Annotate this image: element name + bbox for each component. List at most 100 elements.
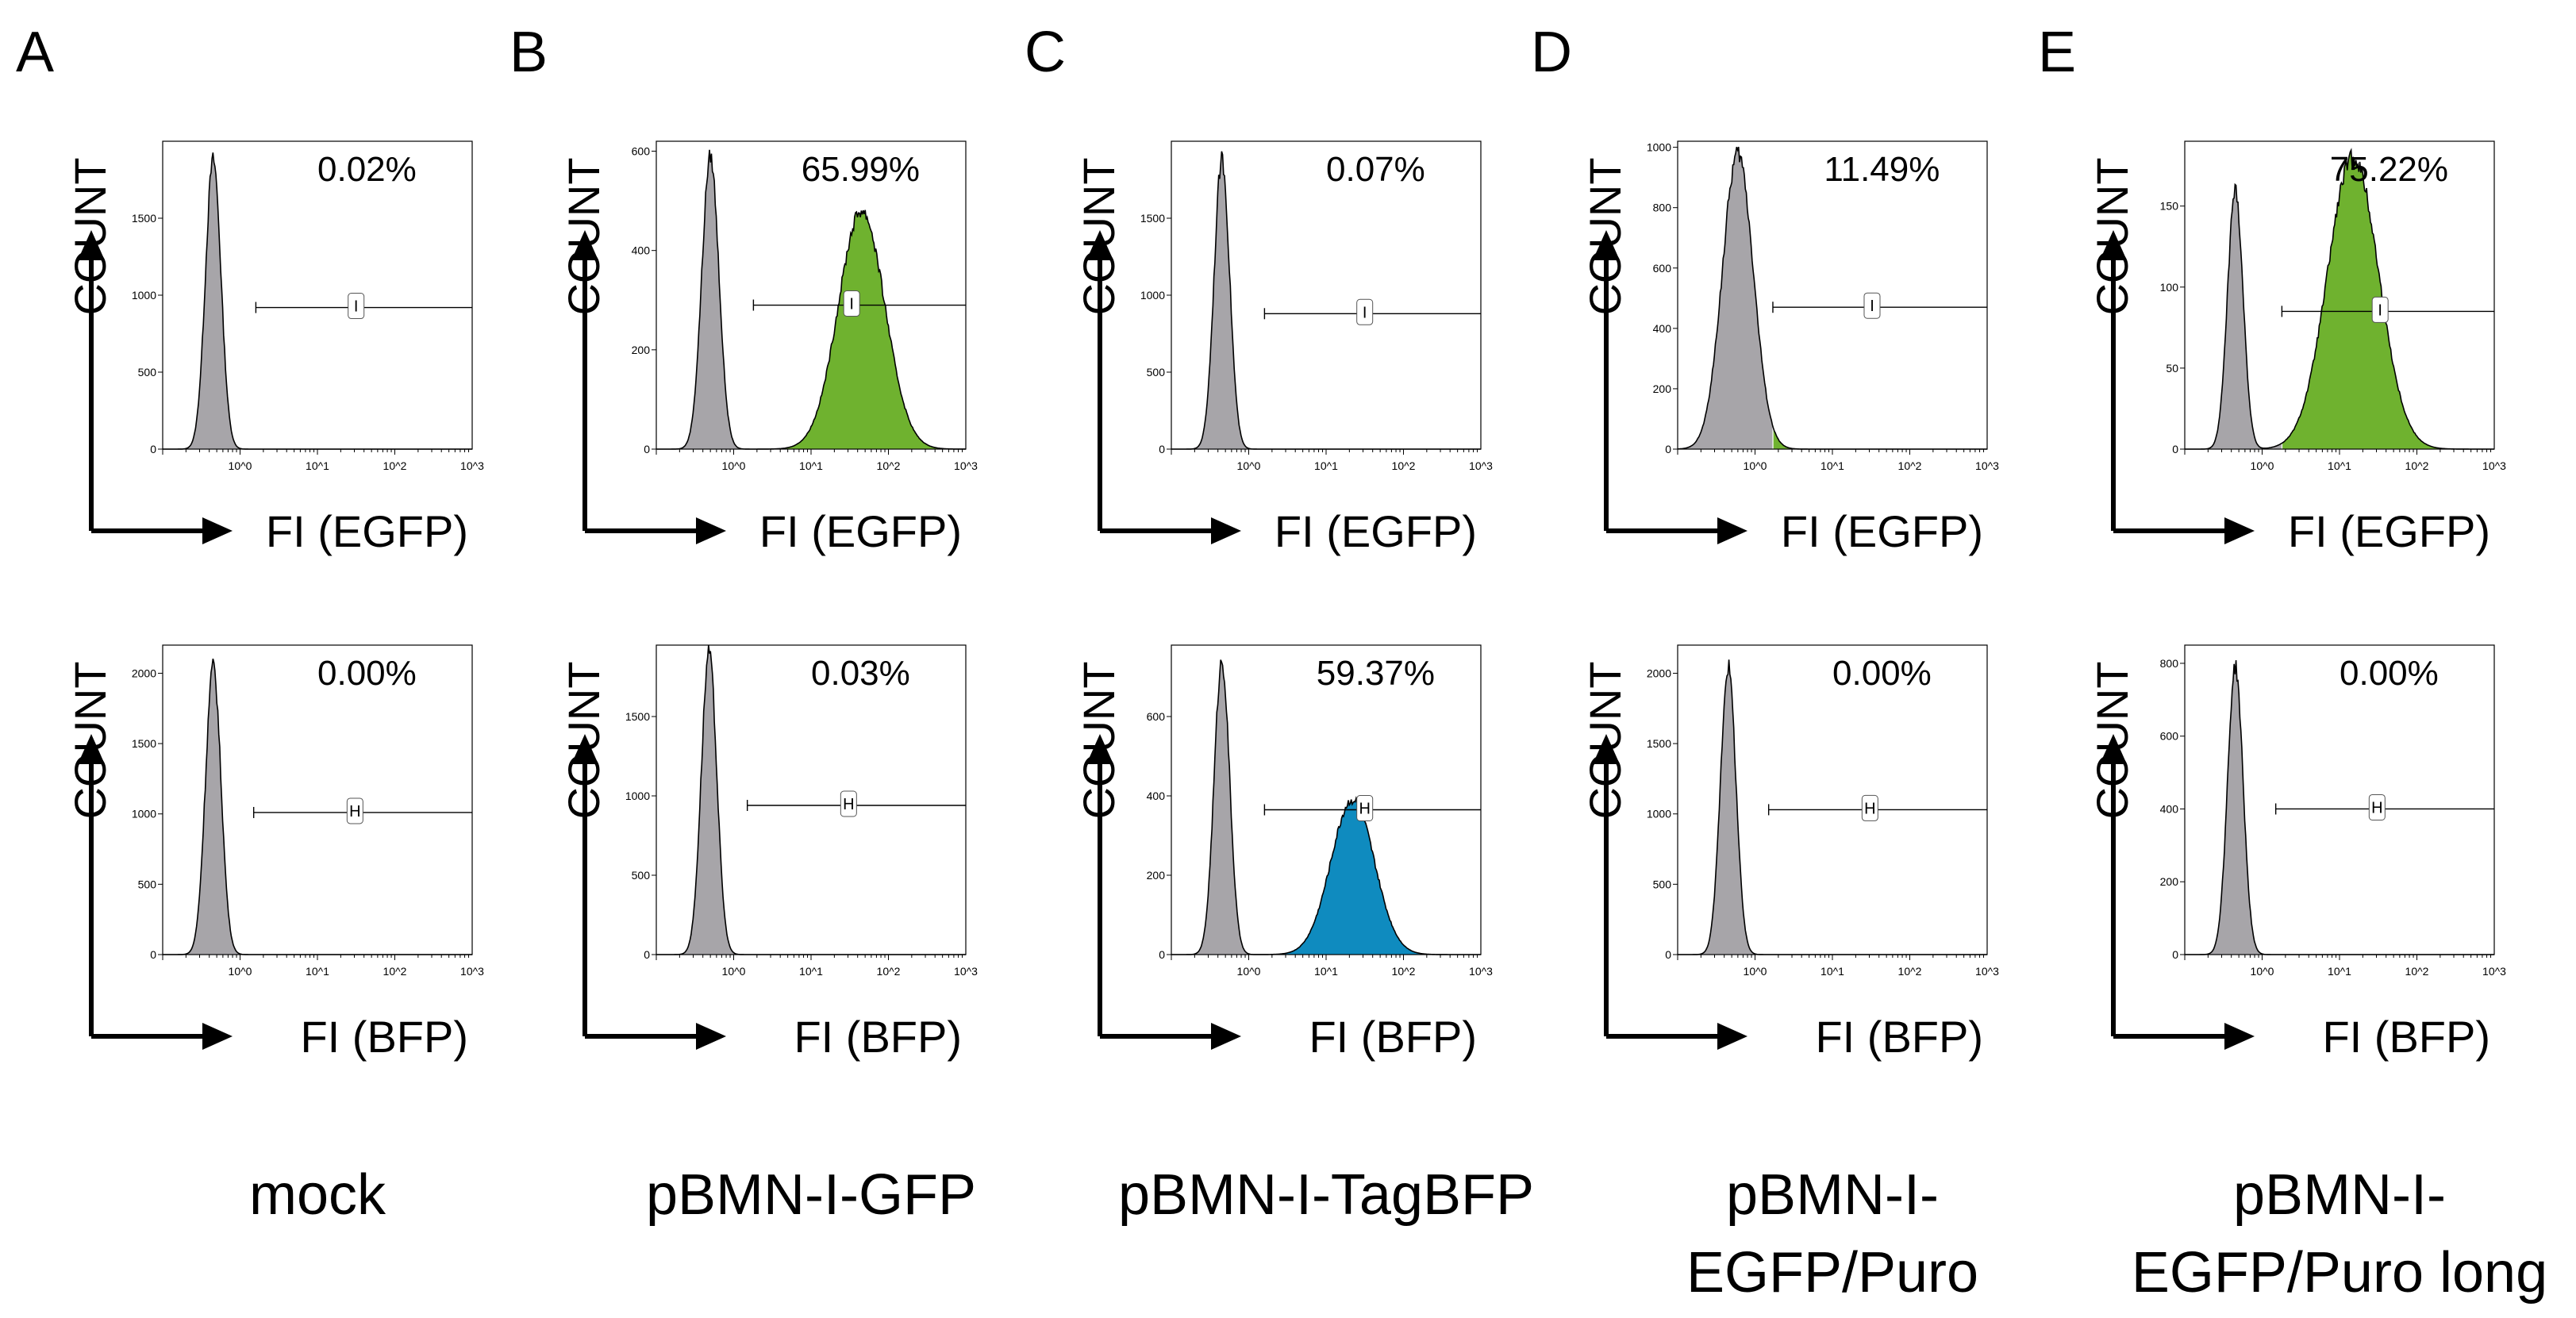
y-axis-arrowhead <box>2100 734 2127 764</box>
y-tick-label: 500 <box>138 366 157 378</box>
x-axis-arrowhead <box>696 517 726 544</box>
gate-label: I <box>354 298 359 316</box>
x-tick-label: 10^2 <box>1898 965 1922 978</box>
y-tick-label: 0 <box>150 443 156 455</box>
x-axis-arrowhead <box>1211 1023 1241 1050</box>
x-axis-label: FI (BFP) <box>2322 1012 2490 1062</box>
histogram-plot: 0 500 1000 1500 10^0 10^1 10^2 10^3 I 0.02% COUNT F… <box>65 140 484 556</box>
y-tick-label: 400 <box>632 244 651 257</box>
gate-label-box <box>2371 296 2389 323</box>
gate-label: I <box>1870 298 1874 315</box>
y-tick-label: 0 <box>150 948 156 961</box>
x-tick-label: 10^3 <box>1469 965 1493 978</box>
y-tick-label: 1000 <box>625 790 650 802</box>
y-tick-label: 800 <box>1653 202 1672 214</box>
x-tick-label: 10^3 <box>954 965 978 978</box>
gate-label: H <box>1359 801 1370 818</box>
panel-caption: pBMN-I- <box>2233 1163 2446 1227</box>
panel-caption: EGFP/Puro long <box>2132 1241 2547 1305</box>
x-tick-label: 10^0 <box>2251 459 2274 472</box>
y-tick-label: 200 <box>2160 875 2179 888</box>
negative-population-area <box>1678 147 1773 450</box>
y-axis-label: COUNT <box>2087 157 2137 315</box>
y-tick-label: 1000 <box>132 808 156 820</box>
x-tick-label: 10^0 <box>2251 965 2274 978</box>
y-tick-label: 600 <box>2160 730 2179 743</box>
x-tick-label: 10^1 <box>306 459 329 472</box>
y-axis-label: COUNT <box>1580 157 1630 315</box>
x-tick-label: 10^2 <box>1898 459 1922 472</box>
x-tick-label: 10^1 <box>799 965 823 978</box>
x-tick-label: 10^2 <box>2405 459 2429 472</box>
x-tick-label: 10^2 <box>383 459 407 472</box>
panel-letter: A <box>16 21 54 84</box>
x-axis-arrowhead <box>1717 1023 1747 1050</box>
x-tick-label: 10^0 <box>1237 965 1261 978</box>
y-tick-label: 500 <box>1653 878 1672 890</box>
gated-percent: 0.00% <box>1832 654 1932 693</box>
y-tick-label: 50 <box>2166 362 2178 375</box>
y-tick-label: 1500 <box>132 212 156 225</box>
y-tick-label: 0 <box>1665 443 1671 455</box>
y-tick-label: 200 <box>632 344 651 356</box>
histogram-plot: 0 200 400 600 800 10^0 10^1 10^2 10^3 H 0.00% COUNT… <box>2087 644 2506 1062</box>
y-tick-label: 1500 <box>132 737 156 750</box>
x-axis-arrowhead <box>202 517 233 544</box>
x-tick-label: 10^0 <box>229 459 252 472</box>
y-tick-label: 1000 <box>132 289 156 302</box>
x-axis-arrowhead <box>2224 517 2255 544</box>
x-tick-label: 10^1 <box>1314 459 1338 472</box>
y-tick-label: 0 <box>644 443 650 455</box>
gate-label-box <box>346 797 363 824</box>
gate-label-box <box>1356 298 1374 325</box>
y-axis-arrowhead <box>1086 230 1113 260</box>
y-tick-label: 0 <box>1665 948 1671 961</box>
panel-letter: C <box>1025 21 1066 84</box>
gated-percent: 65.99% <box>802 150 920 189</box>
negative-population-area <box>2185 184 2282 449</box>
y-tick-label: 0 <box>2172 443 2178 455</box>
gated-percent: 75.22% <box>2330 150 2448 189</box>
y-tick-label: 2000 <box>1647 667 1671 679</box>
panel-caption: mock <box>249 1163 386 1227</box>
y-tick-label: 200 <box>1147 869 1166 882</box>
gated-percent: 11.49% <box>1824 150 1940 189</box>
panel-letter: D <box>1531 21 1572 84</box>
panel-caption: pBMN-I-GFP <box>646 1163 976 1227</box>
x-tick-label: 10^3 <box>2482 459 2506 472</box>
y-tick-label: 0 <box>644 948 650 961</box>
gate-label: H <box>1864 800 1875 817</box>
histogram-plot: 0 500 1000 1500 2000 10^0 10^1 10^2 10^3 H 0.00% CO… <box>65 644 484 1062</box>
gate-label: I <box>1363 304 1367 321</box>
y-tick-label: 400 <box>1147 790 1166 802</box>
y-tick-label: 500 <box>632 869 651 882</box>
x-tick-label: 10^3 <box>954 459 978 472</box>
x-tick-label: 10^1 <box>1821 965 1844 978</box>
gate-label-box <box>348 293 365 320</box>
x-axis-arrowhead <box>1717 517 1747 544</box>
x-tick-label: 10^1 <box>1314 965 1338 978</box>
histogram-plot: 0 50 100 150 10^0 10^1 10^2 10^3 I 75.22% COUNT FI … <box>2087 140 2506 556</box>
x-tick-label: 10^2 <box>1392 459 1416 472</box>
gate-label-box <box>1356 795 1374 821</box>
gated-percent: 0.03% <box>811 654 910 693</box>
gated-percent: 0.00% <box>2340 654 2439 693</box>
negative-population-area <box>1171 659 1264 955</box>
gate-label: I <box>849 296 854 313</box>
panel-caption: pBMN-I-TagBFP <box>1118 1163 1534 1227</box>
y-tick-label: 0 <box>1159 443 1165 455</box>
x-tick-label: 10^2 <box>383 965 407 978</box>
x-tick-label: 10^2 <box>2405 965 2429 978</box>
positive-population-area <box>2282 150 2494 449</box>
histogram-plot: 0 200 400 600 10^0 10^1 10^2 10^3 I 65.99% COUNT FI… <box>559 140 978 556</box>
y-axis-label: COUNT <box>65 661 115 819</box>
y-tick-label: 400 <box>2160 802 2179 815</box>
y-axis-label: COUNT <box>559 157 609 315</box>
positive-population-area <box>754 209 966 449</box>
histogram-plot: 0 500 1000 1500 10^0 10^1 10^2 10^3 I 0.07% COUNT F… <box>1074 140 1493 556</box>
histogram-plot: 0 500 1000 1500 2000 10^0 10^1 10^2 10^3 H 0.00% CO… <box>1580 644 1999 1062</box>
histogram-outline <box>2185 148 2494 450</box>
x-tick-label: 10^3 <box>460 459 484 472</box>
y-tick-label: 0 <box>1159 948 1165 961</box>
